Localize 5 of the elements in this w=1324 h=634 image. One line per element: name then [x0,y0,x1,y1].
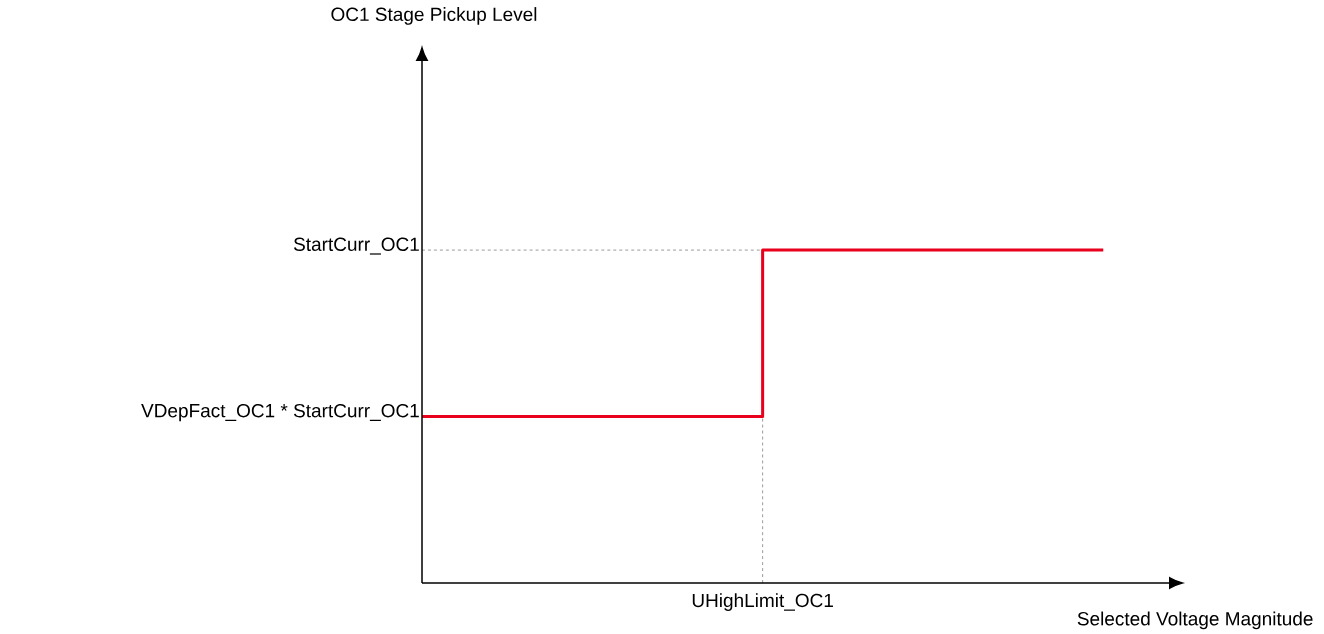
text: VDepFact_OC1 * StartCurr_OC1 [141,403,419,422]
ref-line-label: StartCurr_OC1 [293,237,419,255]
x-axis-title: Selected Voltage Magnitude [1077,611,1313,630]
text: OC1 Stage Pickup Level [331,7,537,25]
text: UHighLimit_OC1 [692,593,833,611]
